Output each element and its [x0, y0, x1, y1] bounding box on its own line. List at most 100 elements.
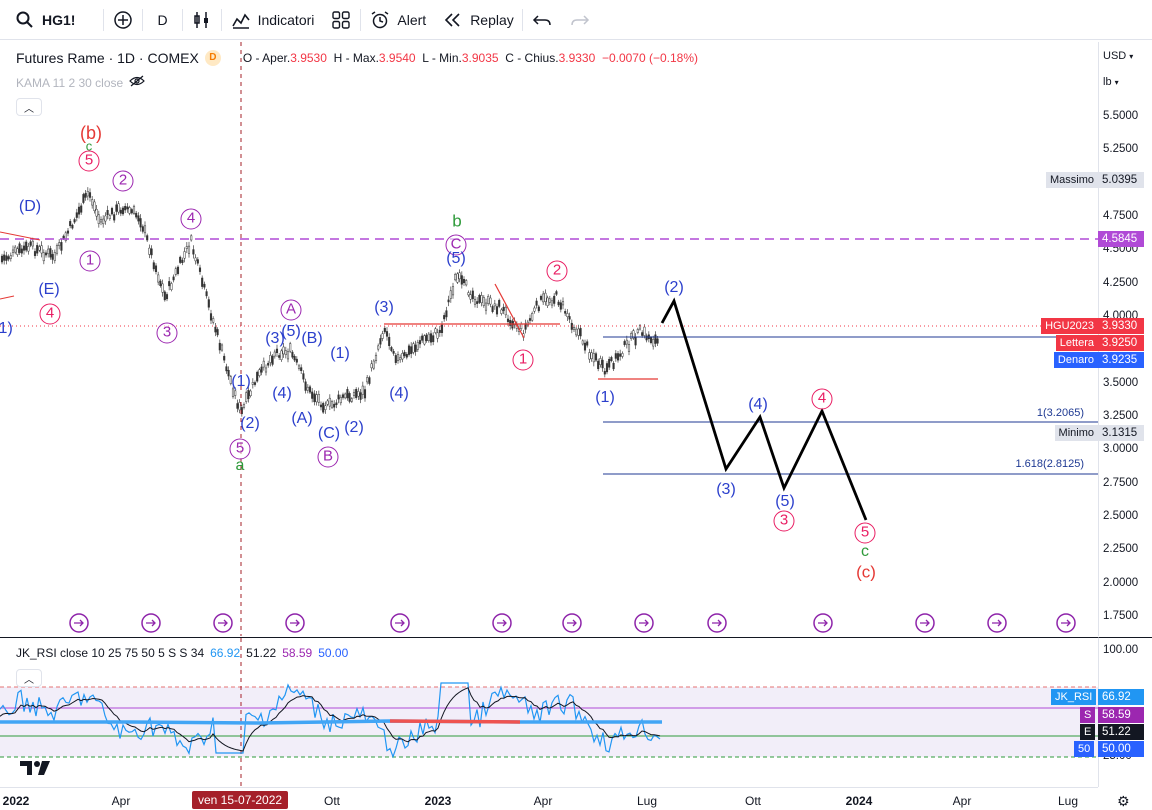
candle-body	[214, 326, 217, 333]
replay-button[interactable]: Replay	[434, 0, 522, 40]
wave-label-a-green[interactable]: a	[235, 457, 245, 474]
wave-label-4-blue-b[interactable]: (4)	[389, 385, 409, 402]
wave-circle-A-purple[interactable]: A	[280, 299, 302, 321]
candle-body	[220, 344, 224, 351]
wave-label-5-blue[interactable]: (5)	[281, 323, 301, 340]
trend-fragment-line[interactable]	[0, 231, 41, 241]
unit-selector[interactable]: lb ▾	[1103, 76, 1147, 88]
candle-body	[130, 209, 133, 214]
wave-label-3-blue[interactable]: (3)	[265, 330, 285, 347]
symbol-search[interactable]: HG1!	[0, 0, 83, 40]
time-axis[interactable]: 2022 Apr Ott 2023 Apr Lug Ott 2024 Apr L…	[0, 787, 1098, 810]
wave-label-b-red[interactable]: (b)	[80, 123, 102, 143]
wave-label-4-blue[interactable]: (4)	[272, 385, 292, 402]
price-chart-pane[interactable]: Futures Rame · 1D · COMEX D O - Aper.3.9…	[0, 42, 1098, 636]
compare-symbol-button[interactable]	[104, 0, 142, 40]
change-value: −0.0070 (−0.18%)	[601, 51, 699, 65]
chart-type-button[interactable]	[183, 0, 221, 40]
undo-icon	[531, 9, 553, 31]
candle-body	[401, 353, 404, 360]
wave-circle-5-purple[interactable]: 5	[229, 438, 251, 460]
wave-label-B-blue[interactable]: (B)	[301, 330, 323, 347]
wave-circle-1-purple[interactable]: 1	[79, 250, 101, 272]
wave-label-b-green[interactable]: b	[452, 211, 462, 231]
wave-circle-3-pink[interactable]: 3	[773, 510, 795, 532]
eye-hidden-icon[interactable]	[129, 75, 146, 90]
interval-button[interactable]: D	[143, 0, 181, 40]
candle-body	[546, 297, 549, 306]
candle-body	[621, 353, 624, 357]
toolbar-divider	[220, 8, 222, 31]
rsi-chart-canvas[interactable]	[0, 638, 1098, 787]
wave-circle-C-purple[interactable]: C	[445, 234, 467, 256]
candle-body	[69, 221, 72, 227]
wave-label-edge[interactable]: (1)	[0, 320, 13, 337]
currency-selector[interactable]: USD ▾	[1103, 50, 1147, 62]
rsi-indicator-pane[interactable]: JK_RSI close 10 25 75 50 5 S S 34 66.92 …	[0, 637, 1098, 787]
wave-label-c-green-small[interactable]: c	[85, 138, 93, 154]
chart-legend: Futures Rame · 1D · COMEX D O - Aper.3.9…	[16, 50, 698, 66]
wave-label-A-blue[interactable]: (A)	[291, 410, 313, 427]
candle-body	[498, 300, 501, 307]
wave-label-1-blue-b[interactable]: (1)	[330, 345, 350, 362]
wave-circle-5-pink[interactable]: 5	[78, 150, 100, 172]
candle-body	[627, 344, 631, 352]
wave-label-c-green[interactable]: c	[861, 543, 869, 560]
wave-label-D[interactable]: (D)	[18, 198, 42, 215]
price-chart-canvas[interactable]	[0, 42, 1098, 636]
rsi-e-label: E	[1080, 724, 1096, 740]
candle-body	[165, 294, 169, 300]
candle-body	[260, 366, 263, 373]
wave-circle-4-pink-b[interactable]: 4	[811, 388, 833, 410]
wave-label-2-blue[interactable]: (2)	[240, 415, 260, 432]
indicators-button[interactable]: Indicatori	[222, 0, 323, 40]
wave-label-4-blue-c[interactable]: (4)	[748, 396, 768, 413]
layouts-button[interactable]	[322, 0, 360, 40]
wave-circle-3-purple[interactable]: 3	[156, 322, 178, 344]
candle-body	[381, 333, 384, 339]
tradingview-logo[interactable]	[18, 757, 52, 779]
wave-drawings[interactable]	[0, 42, 1098, 636]
wave-circle-2-purple[interactable]: 2	[112, 170, 134, 192]
candle-body	[27, 246, 30, 252]
collapse-legend-button[interactable]: ︿	[16, 98, 42, 116]
wave-label-3-blue-c[interactable]: (3)	[716, 481, 736, 498]
collapse-rsi-legend-button[interactable]: ︿	[16, 669, 42, 687]
wave-circle-4-purple[interactable]: 4	[180, 208, 202, 230]
candle-body	[566, 313, 569, 318]
candle-body	[586, 341, 589, 346]
candle-body	[612, 362, 615, 370]
wave-circle-5-pink-b[interactable]: 5	[854, 522, 876, 544]
redo-button[interactable]	[561, 0, 599, 40]
wave-label-3-blue-b[interactable]: (3)	[374, 299, 394, 316]
candle-body	[64, 232, 67, 241]
alert-button[interactable]: Alert	[361, 0, 434, 40]
candle-body	[304, 381, 307, 391]
delayed-data-badge[interactable]: D	[204, 50, 221, 66]
wave-label-2-blue-b[interactable]: (2)	[344, 419, 364, 436]
wave-circle-1-pink[interactable]: 1	[512, 349, 534, 371]
wave-circle-B-purple[interactable]: B	[317, 446, 339, 468]
wave-label-E[interactable]: (E)	[38, 281, 60, 298]
wave-label-1-blue[interactable]: (1)	[231, 373, 251, 390]
wave-label-c-red[interactable]: (c)	[856, 562, 876, 582]
kama-indicator-legend[interactable]: KAMA 11 2 30 close	[16, 75, 146, 90]
wave-label-1-blue-c[interactable]: (1)	[595, 389, 615, 406]
wave-label-2-blue-c[interactable]: (2)	[664, 279, 684, 296]
candle-body	[425, 334, 428, 342]
candle-body	[75, 212, 78, 218]
wave-label-5-blue-c[interactable]: (5)	[775, 493, 795, 510]
wave-label-C-blue[interactable]: (C)	[317, 425, 341, 442]
wave-circle-4-pink[interactable]: 4	[39, 303, 61, 325]
projection-path[interactable]	[660, 297, 868, 521]
wave-circle-text: A	[280, 299, 302, 321]
undo-button[interactable]	[523, 0, 561, 40]
gear-icon[interactable]: ⚙	[1117, 793, 1130, 809]
wave-circle-text: 4	[180, 208, 202, 230]
candle-body	[599, 358, 602, 365]
trend-fragment-line[interactable]	[0, 295, 15, 300]
trend-fragment-line[interactable]	[494, 283, 525, 339]
wave-circle-2-pink[interactable]: 2	[546, 260, 568, 282]
candle-body	[163, 291, 166, 301]
wave-label-5-blue-b[interactable]: (5)	[446, 250, 466, 267]
